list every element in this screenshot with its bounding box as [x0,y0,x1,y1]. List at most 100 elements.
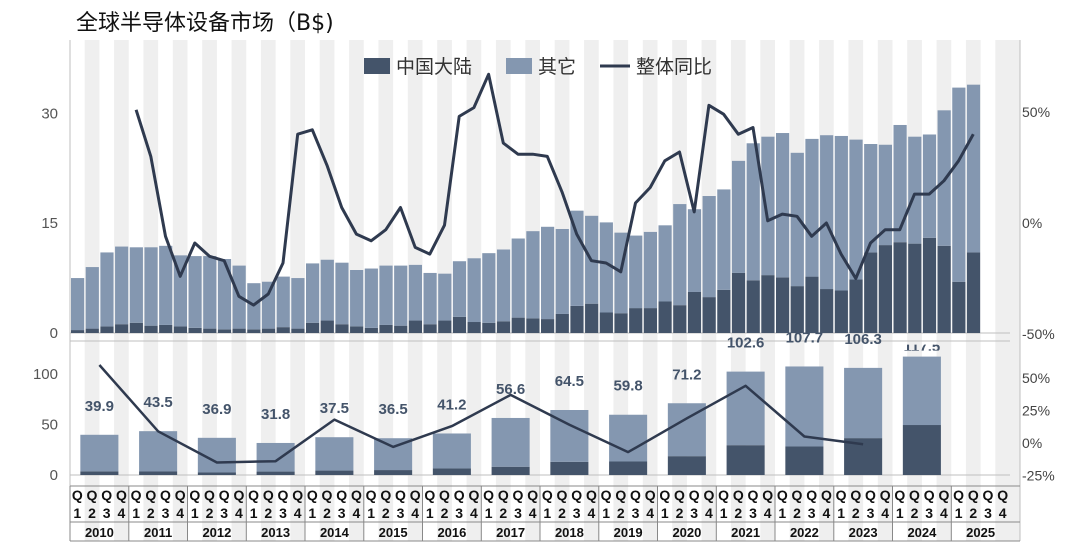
bar-china-q [864,252,878,333]
bar-other-q [129,247,143,323]
bar-china-q [452,316,467,333]
bar-other-q [746,143,760,281]
quarter-q-label: Q [924,487,935,503]
quarter-q-label: Q [674,487,685,503]
quarter-num-label: 4 [646,505,654,521]
quarter-q-label: Q [439,487,450,503]
quarter-num-label: 3 [103,505,111,521]
bar-other-q [144,247,158,326]
quarter-num-label: 4 [705,505,713,521]
quarter-num-label: 1 [955,505,963,521]
quarter-num-label: 1 [426,505,434,521]
bar-china-year [374,470,413,475]
quarter-q-label: Q [777,487,788,503]
top-left-tick: 30 [41,105,58,122]
quarter-num-label: 4 [881,505,889,521]
data-labels: 39.9 43.5 36.9 31.8 37.5 36.5 41.2 56.6 64.5 59.8… [85,329,940,422]
bar-other-q [482,253,496,323]
data-label: 36.5 [379,401,408,418]
bottom-right-tick: 25% [1022,403,1050,419]
bar-other-year [609,414,648,462]
bar-china-q [232,328,246,333]
bar-china-q [834,290,848,333]
quarter-num-label: 1 [250,505,258,521]
quarter-q-label: Q [189,487,200,503]
quarter-num-label: 1 [778,505,786,521]
quarter-num-label: 4 [294,505,302,521]
quarter-q-label: Q [175,487,186,503]
bottom-yoy-line [98,364,864,464]
legend-label-china: 中国大陆 [396,56,472,78]
bar-other-q [394,265,408,326]
quarter-q-label: Q [792,487,803,503]
bar-other-q [570,210,584,306]
bar-china-q [966,252,981,333]
bar-china-q [438,320,452,333]
quarter-num-label: 1 [543,505,551,521]
quarter-num-label: 2 [969,505,977,521]
quarter-q-label: Q [248,487,259,503]
quarter-num-label: 3 [279,505,287,521]
bar-china-year [902,425,941,475]
quarter-num-label: 3 [162,505,170,521]
bar-china-q [173,326,187,333]
legend-swatch-china [364,58,390,74]
quarter-num-label: 3 [749,505,757,521]
quarter-q-label: Q [87,487,98,503]
quarter-q-label: Q [997,487,1008,503]
data-label: 56.6 [496,381,525,398]
quarter-num-label: 1 [367,505,375,521]
quarter-num-label: 1 [896,505,904,521]
bar-other-q [952,87,966,282]
bar-china-q [585,303,599,333]
quarter-q-label: Q [968,487,979,503]
year-label: 2015 [379,525,408,540]
bar-other-year [844,367,883,439]
year-label: 2016 [437,525,466,540]
quarter-num-label: 2 [676,505,684,521]
year-label: 2020 [672,525,701,540]
year-label: 2022 [790,525,819,540]
top-right-tick: 50% [1022,104,1050,120]
bar-china-q [482,322,496,333]
bar-china-q [761,275,775,333]
bar-china-q [526,318,540,333]
quarter-q-label: Q [483,487,494,503]
top-bars [71,84,981,333]
bar-china-q [247,329,261,333]
quarter-q-label: Q [733,487,744,503]
bar-other-q [673,204,687,306]
bar-china-q [570,305,584,333]
top-left-tick: 0 [50,325,58,342]
quarter-num-label: 4 [118,505,126,521]
quarter-num-label: 2 [852,505,860,521]
quarter-q-label: Q [454,487,465,503]
chart-title: 全球半导体设备市场（B$) [76,11,334,36]
bar-china-q [511,317,525,333]
bar-other-q [776,133,790,278]
bar-other-q [864,144,878,253]
quarter-q-label: Q [748,487,759,503]
bar-china-q [908,243,922,333]
quarter-num-label: 1 [485,505,493,521]
quarter-q-label: Q [278,487,289,503]
bottom-right-tick: -25% [1022,468,1055,484]
bar-china-q [408,320,422,333]
legend-label-other: 其它 [538,56,576,78]
quarter-q-label: Q [836,487,847,503]
bar-other-year [80,434,119,472]
bar-other-q [599,222,613,313]
quarter-q-label: Q [145,487,156,503]
bar-other-q [203,256,217,329]
top-yoy-line [134,72,975,307]
bar-china-year [315,470,354,475]
quarter-num-label: 3 [984,505,992,521]
quarter-num-label: 4 [353,505,361,521]
quarter-band [1010,40,1020,541]
quarter-q-label: Q [865,487,876,503]
quarter-q-label: Q [498,487,509,503]
year-label: 2010 [85,525,114,540]
data-label: 107.7 [786,329,824,346]
quarter-q-label: Q [527,487,538,503]
